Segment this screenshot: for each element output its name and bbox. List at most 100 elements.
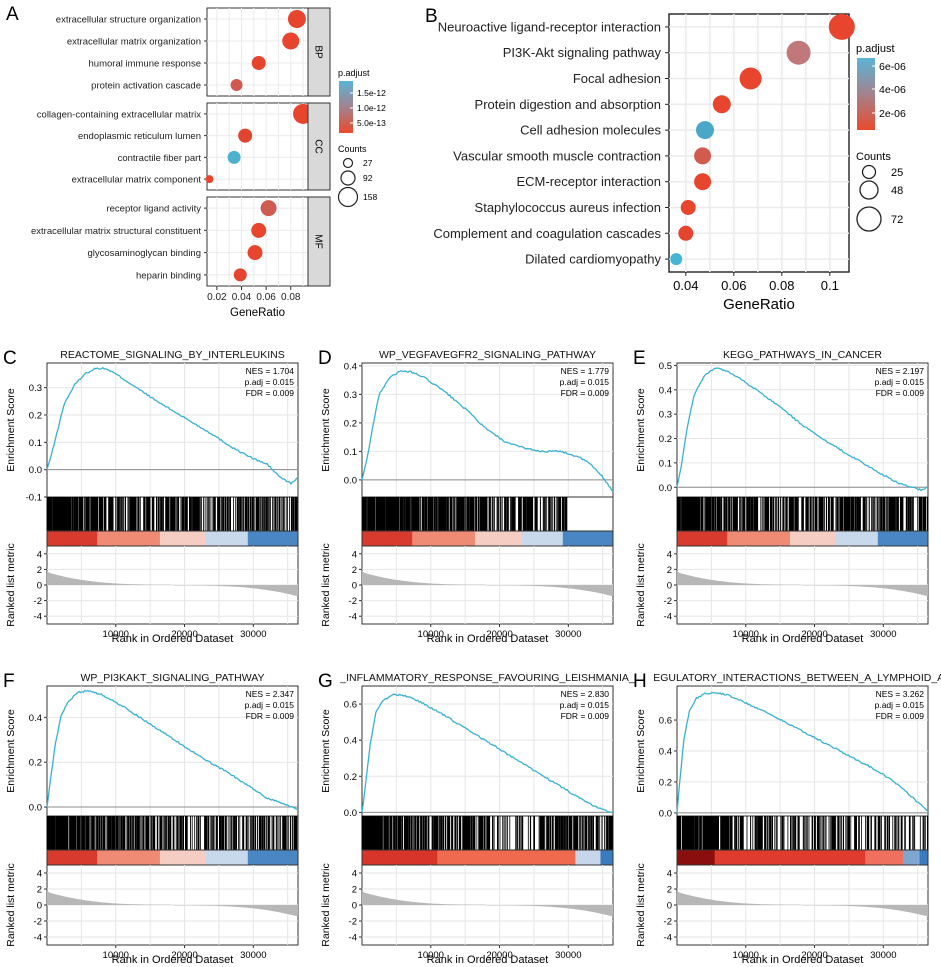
x-tick-label: 30000	[555, 629, 581, 640]
rank-bar-segment	[256, 531, 261, 546]
rank-bar-segment	[47, 850, 52, 865]
y-tick-label: -4	[34, 612, 42, 623]
panel-letter: B	[425, 6, 438, 27]
rank-bar-segment	[264, 531, 270, 546]
rank-bar-segment	[264, 850, 270, 865]
y-tick-label: 0.4	[659, 385, 672, 396]
rank-bar-segment	[189, 531, 194, 546]
rank-bar-segment	[151, 850, 157, 865]
nes-stat: NES = 3.262	[876, 689, 925, 699]
rank-bar-segment	[130, 531, 136, 546]
rank-bar-segment	[731, 850, 737, 865]
rank-bar-segment	[806, 531, 812, 546]
term-label: Cell adhesion molecules	[520, 123, 661, 138]
panel-letter: G	[318, 671, 333, 692]
rank-bar-segment	[789, 850, 795, 865]
facet-strip	[307, 196, 331, 287]
dot	[230, 79, 243, 91]
x-tick-label: 0.04	[232, 292, 252, 303]
rank-bar-segment	[126, 850, 132, 865]
y-tick-label: -2	[34, 596, 42, 607]
rank-bar-segment	[739, 531, 745, 546]
rank-bar-segment	[840, 531, 845, 546]
rank-bar-segment	[852, 531, 858, 546]
rank-bar-segment	[508, 850, 514, 865]
rank-bar-segment	[877, 850, 883, 865]
rank-bar-segment	[781, 531, 787, 546]
panel-letter: H	[633, 671, 647, 692]
rank-bar-segment	[256, 850, 261, 865]
size-key-label: 72	[891, 214, 903, 226]
legend-color-title: p.adjust	[338, 68, 370, 78]
rank-bar-segment	[693, 531, 699, 546]
term-label: extracellular structure organization	[56, 15, 201, 26]
rank-bar-segment	[881, 531, 887, 546]
dot	[247, 245, 263, 261]
rank-bar-segment	[172, 850, 178, 865]
rank-bar-segment	[764, 850, 770, 865]
rank-bar-segment	[101, 531, 107, 546]
rank-bar-segment	[681, 531, 686, 546]
dot	[670, 253, 683, 266]
rank-bar-segment	[785, 531, 791, 546]
rank-bar-segment	[579, 531, 585, 546]
rank-bar-segment	[710, 531, 716, 546]
rank-bar-segment	[374, 850, 380, 865]
gsea-panel-d: D WP_VEGFAVEGFR2_SIGNALING_PATHWAY 0.4 0.3 0…	[318, 348, 614, 645]
rank-bar-segment	[508, 531, 514, 546]
rank-bar-segment	[869, 531, 875, 546]
rank-bar-segment	[147, 531, 153, 546]
x-tick-label: 10000	[418, 950, 444, 961]
rank-bar-segment	[525, 850, 530, 865]
rank-bar-segment	[222, 850, 228, 865]
metric-area	[47, 890, 298, 917]
rank-bar-segment	[575, 850, 581, 865]
rank-bar-segment	[281, 531, 286, 546]
rank-bar-segment	[743, 531, 749, 546]
rank-bar-segment	[197, 531, 203, 546]
rank-bar-segment	[596, 531, 601, 546]
rank-bar-segment	[894, 531, 900, 546]
term-label: Staphylococcus aureus infection	[475, 200, 661, 215]
rank-bar-segment	[231, 531, 236, 546]
rank-bar-segment	[113, 850, 119, 865]
term-label: Focal adhesion	[573, 71, 661, 86]
x-tick-label: 10000	[418, 629, 444, 640]
x-tick-label: 0.06	[256, 292, 276, 303]
y-tick-label: 0	[37, 581, 42, 592]
rank-bar-segment	[525, 531, 530, 546]
y-tick-label: 0.2	[659, 434, 672, 445]
rank-bar-segment	[470, 531, 476, 546]
y-axis-label-es: Enrichment Score	[320, 709, 332, 793]
rank-bar-segment	[923, 531, 929, 546]
rank-bar-segment	[677, 850, 682, 865]
rank-bar-segment	[495, 531, 501, 546]
metric-area	[677, 571, 928, 597]
nes-stat: NES = 1.704	[246, 366, 295, 376]
rank-bar-segment	[185, 850, 190, 865]
rank-bar-segment	[474, 850, 480, 865]
rank-bar-segment	[76, 531, 81, 546]
y-tick-label: -2	[349, 596, 357, 607]
rank-bar-segment	[113, 531, 119, 546]
gsea-panel-g: G _INFLAMMATORY_RESPONSE_FAVOURING_LEISHM…	[318, 671, 635, 966]
rank-bar-segment	[566, 850, 572, 865]
rank-bar-segment	[748, 850, 753, 865]
rank-bar-segment	[454, 850, 459, 865]
rank-bar-segment	[218, 531, 224, 546]
rank-bar-segment	[890, 850, 896, 865]
facet-label: CC	[313, 139, 324, 153]
rank-bar-segment	[546, 531, 551, 546]
rank-bar-segment	[689, 850, 695, 865]
rank-bar-segment	[164, 531, 169, 546]
rank-bar-segment	[251, 531, 257, 546]
rank-bar-segment	[382, 850, 388, 865]
rank-bar-segment	[785, 850, 791, 865]
rank-bar-segment	[67, 850, 73, 865]
y-tick-label: 0	[667, 901, 672, 912]
rank-bar-segment	[794, 850, 799, 865]
term-label: endoplasmic reticulum lumen	[78, 131, 201, 142]
size-key-label: 48	[891, 185, 903, 197]
rank-bar-segment	[558, 531, 564, 546]
